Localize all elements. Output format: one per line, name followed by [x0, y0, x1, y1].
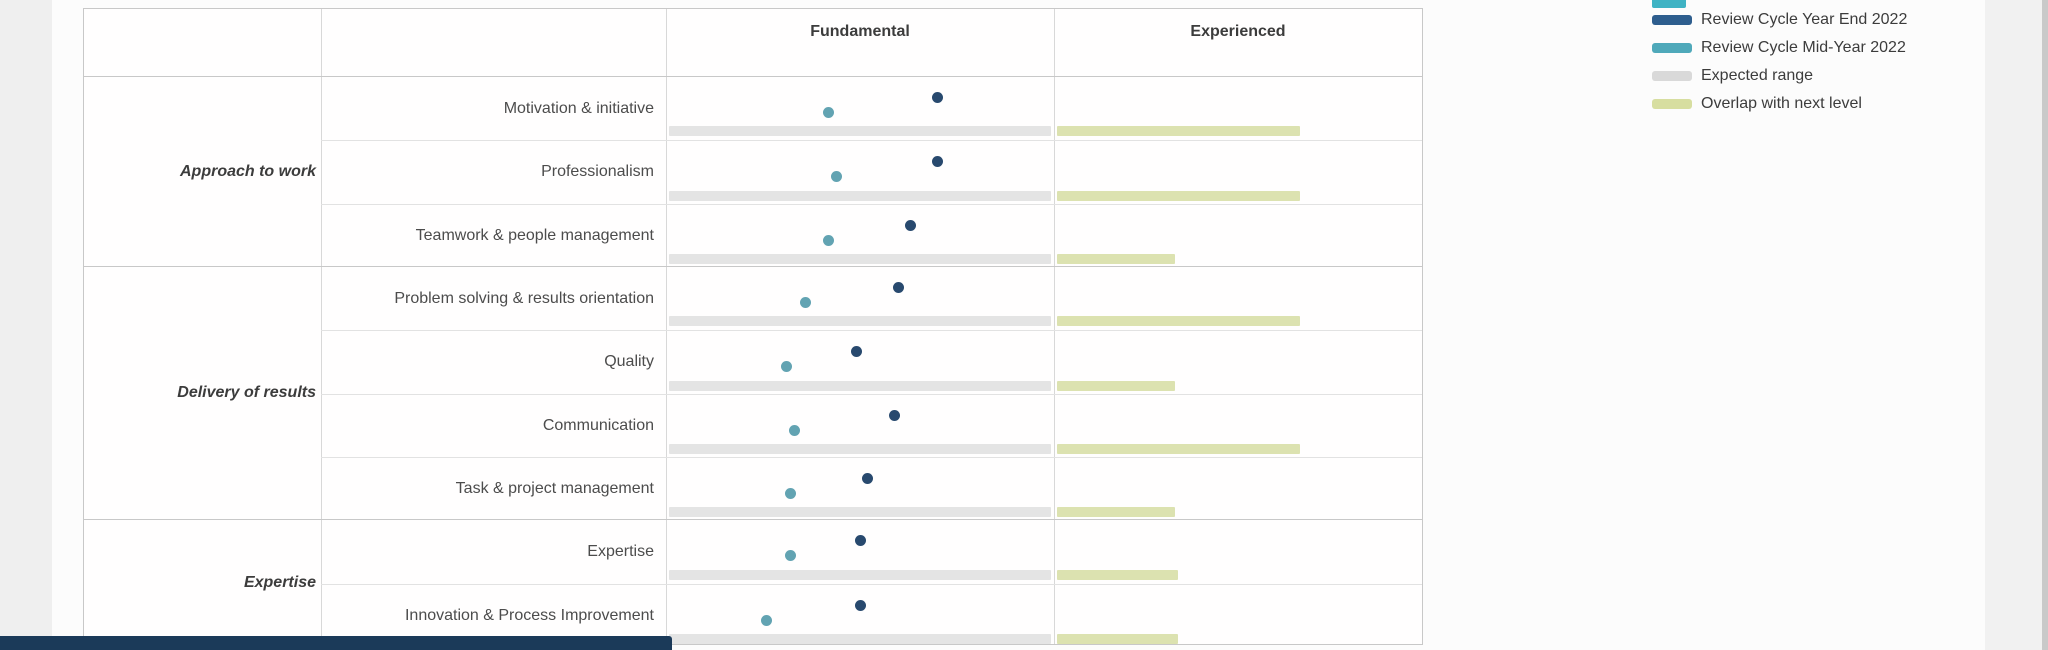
expected-range-bar: [669, 316, 1051, 327]
legend-swatch: [1652, 15, 1692, 25]
legend-swatch: [1652, 99, 1692, 109]
table-row-expertise: Expertise: [321, 520, 1422, 583]
legend-item-review-cycle-year-end-2022[interactable]: Review Cycle Year End 2022: [1652, 11, 2032, 29]
expected-range-bar: [669, 126, 1051, 137]
skill-label: Motivation & initiative: [503, 99, 654, 117]
section-approach-to-work: Approach to work Motivation & initiative P…: [84, 76, 1422, 266]
overlap-with-next-level-bar: [1057, 380, 1175, 391]
category-label: Approach to work: [179, 162, 316, 180]
competency-review-table: Fundamental Experienced Approach to work…: [83, 8, 1423, 645]
mid-year-2022-dot[interactable]: [788, 424, 800, 436]
skill-label: Task & project management: [455, 480, 654, 498]
table-row-quality: Quality: [321, 330, 1422, 393]
column-header-fundamental: Fundamental: [810, 23, 910, 40]
legend-label: Overlap with next level: [1701, 95, 1862, 112]
table-row-teamwork-people-management: Teamwork & people management: [321, 203, 1422, 267]
expected-range-bar: [669, 507, 1051, 518]
mid-year-2022-dot[interactable]: [800, 297, 812, 308]
expected-range-bar: [669, 569, 1051, 580]
category-label: Expertise: [243, 574, 316, 592]
right-scroll-track[interactable]: [1985, 0, 2048, 650]
year-end-2022-dot[interactable]: [889, 409, 901, 421]
category-cell-expertise: Expertise: [84, 520, 321, 646]
expected-range-bar: [669, 633, 1051, 644]
left-gutter: [0, 0, 52, 650]
overlap-with-next-level-bar: [1057, 316, 1300, 327]
skill-label: Teamwork & people management: [415, 226, 654, 244]
year-end-2022-dot[interactable]: [850, 346, 862, 358]
category-cell-approach-to-work: Approach to work: [84, 77, 321, 266]
partial-legend-swatch: [1652, 0, 1686, 8]
year-end-2022-dot[interactable]: [893, 282, 905, 293]
legend-item-overlap-with-next-level[interactable]: Overlap with next level: [1652, 95, 2032, 113]
expected-range-bar: [669, 443, 1051, 454]
column-header-experienced: Experienced: [1190, 23, 1286, 40]
table-row-problem-solving-results-orientation: Problem solving & results orientation: [321, 267, 1422, 330]
skill-label: Quality: [604, 353, 654, 371]
table-row-motivation-initiative: Motivation & initiative: [321, 77, 1422, 140]
mid-year-2022-dot[interactable]: [761, 614, 773, 626]
section-delivery-of-results: Delivery of results Problem solving & res…: [84, 266, 1422, 519]
table-row-professionalism: Professionalism: [321, 140, 1422, 203]
mid-year-2022-dot[interactable]: [784, 550, 796, 562]
year-end-2022-dot[interactable]: [854, 599, 866, 611]
category-cell-delivery-of-results: Delivery of results: [84, 267, 321, 519]
section-expertise: Expertise Expertise Innovation & Process I…: [84, 519, 1422, 646]
expected-range-bar: [669, 253, 1051, 264]
skill-label: Problem solving & results orientation: [394, 289, 654, 307]
table-row-communication: Communication: [321, 393, 1422, 457]
legend-swatch: [1652, 43, 1692, 53]
mid-year-2022-dot[interactable]: [831, 171, 843, 183]
overlap-with-next-level-bar: [1057, 126, 1300, 137]
table-row-task-project-management: Task & project management: [321, 457, 1422, 520]
column-divider-experienced: [1054, 9, 1055, 644]
legend-item-review-cycle-mid-year-2022[interactable]: Review Cycle Mid-Year 2022: [1652, 39, 2032, 57]
legend-item-expected-range[interactable]: Expected range: [1652, 67, 2032, 85]
overlap-with-next-level-bar: [1057, 190, 1300, 201]
mid-year-2022-dot[interactable]: [780, 361, 792, 373]
year-end-2022-dot[interactable]: [854, 535, 866, 547]
expected-range-bar: [669, 190, 1051, 201]
overlap-with-next-level-bar: [1057, 569, 1179, 580]
mid-year-2022-dot[interactable]: [784, 488, 796, 499]
legend-label: Expected range: [1701, 67, 1814, 84]
column-divider-category: [321, 9, 322, 644]
legend-label: Review Cycle Year End 2022: [1701, 11, 1908, 28]
skill-label: Communication: [542, 416, 654, 434]
bottom-dark-bar: [0, 636, 672, 650]
skill-label: Professionalism: [541, 163, 654, 181]
year-end-2022-dot[interactable]: [862, 473, 874, 484]
table-row-innovation-process-improvement: Innovation & Process Improvement: [321, 583, 1422, 647]
legend-swatch: [1652, 71, 1692, 81]
category-label: Delivery of results: [177, 384, 316, 402]
column-divider-fundamental: [666, 9, 667, 644]
chart-legend: Review Cycle Year End 2022 Review Cycle M…: [1652, 11, 2032, 123]
skill-label: Innovation & Process Improvement: [404, 606, 654, 624]
overlap-with-next-level-bar: [1057, 507, 1175, 518]
mid-year-2022-dot[interactable]: [823, 107, 835, 118]
right-page-edge: [2042, 0, 2048, 650]
year-end-2022-dot[interactable]: [904, 219, 916, 231]
legend-label: Review Cycle Mid-Year 2022: [1701, 39, 1906, 56]
overlap-with-next-level-bar: [1057, 443, 1300, 454]
skill-label: Expertise: [587, 542, 654, 560]
expected-range-bar: [669, 380, 1051, 391]
overlap-with-next-level-bar: [1057, 633, 1179, 644]
year-end-2022-dot[interactable]: [932, 156, 944, 168]
mid-year-2022-dot[interactable]: [823, 234, 835, 246]
year-end-2022-dot[interactable]: [932, 92, 944, 103]
overlap-with-next-level-bar: [1057, 253, 1175, 264]
